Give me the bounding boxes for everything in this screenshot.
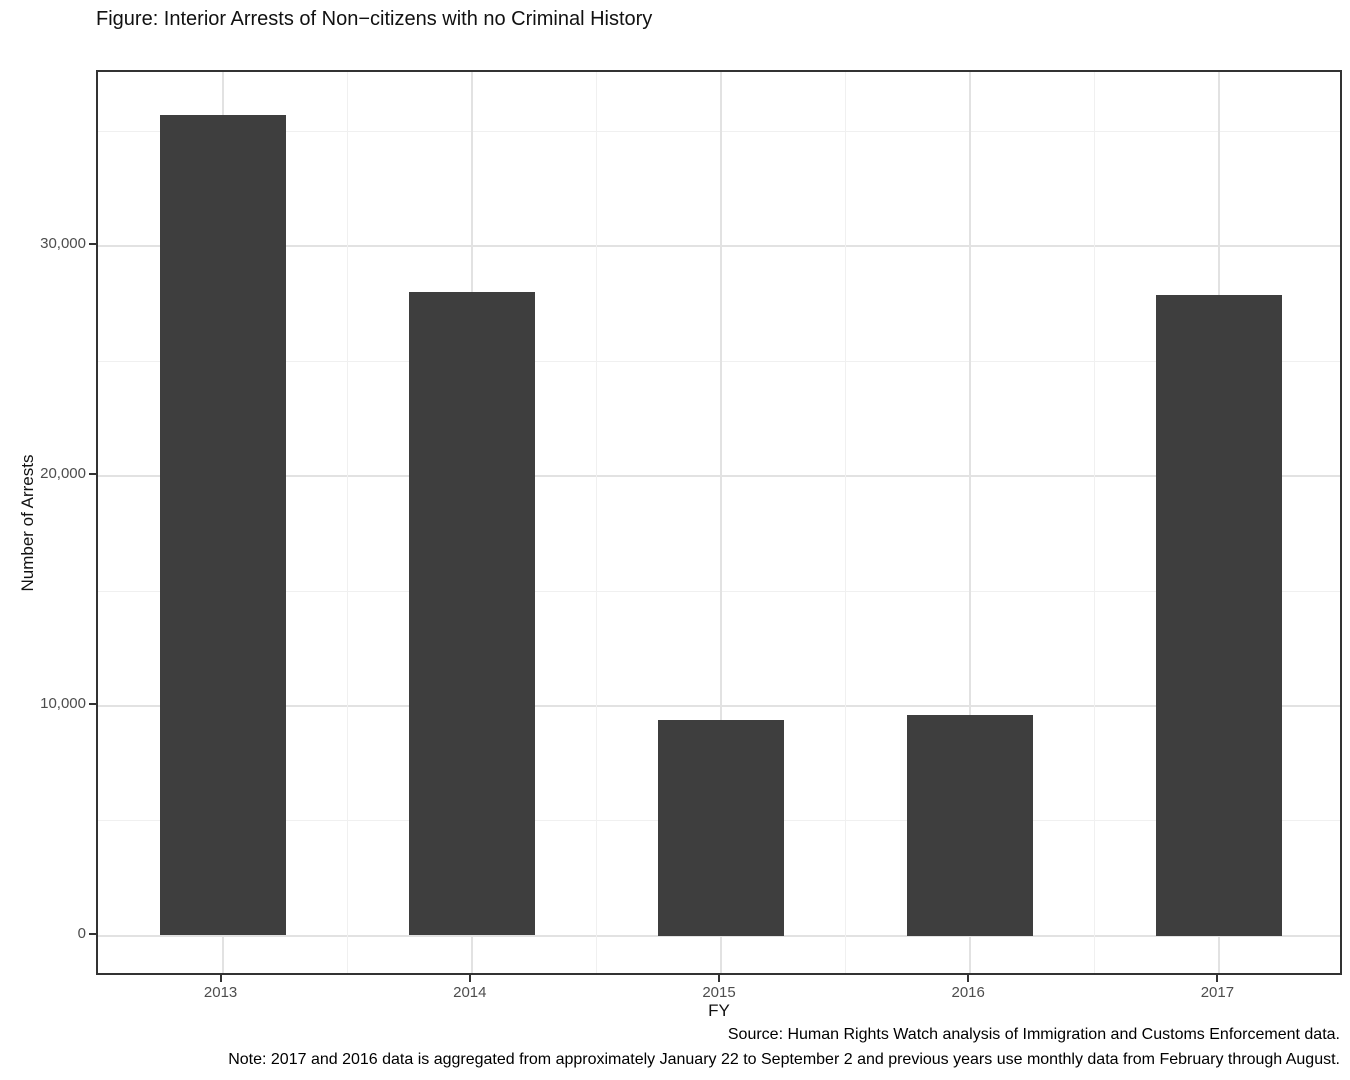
bar-2013 [160, 115, 286, 935]
y-tick-label: 20,000 [40, 465, 86, 483]
x-tick-mark [219, 975, 222, 982]
x-tick-label-2017: 2017 [1200, 984, 1235, 1001]
x-axis-title: FY [708, 1001, 730, 1020]
bar-2016 [907, 715, 1033, 936]
gridline-major-horizontal [98, 705, 1340, 708]
bar-2014 [409, 292, 535, 935]
x-tick-label-2016: 2016 [951, 984, 985, 1001]
bar-2017 [1156, 295, 1282, 936]
gridline-minor-vertical [595, 72, 597, 973]
y-axis-title: Number of Arrests [18, 454, 37, 592]
x-tick-mark [468, 975, 471, 982]
y-tick-mark [89, 703, 96, 706]
y-tick-label: 0 [77, 924, 86, 942]
gridline-major-horizontal [98, 475, 1340, 478]
plot-panel [96, 70, 1342, 975]
gridline-minor-horizontal [98, 590, 1340, 592]
gridline-minor-vertical [1094, 72, 1096, 973]
gridline-major-vertical [969, 72, 972, 973]
x-tick-label-2013: 2013 [203, 984, 238, 1001]
x-tick-label-2015: 2015 [702, 984, 736, 1001]
gridline-minor-horizontal [98, 360, 1340, 362]
gridline-minor-vertical [346, 72, 348, 973]
gridline-major-vertical [720, 72, 722, 973]
x-tick-mark [967, 975, 970, 982]
x-tick-mark [1216, 975, 1219, 982]
x-tick-label-2014: 2014 [453, 984, 487, 1001]
y-tick-label: 30,000 [40, 235, 86, 253]
source-text: Source: Human Rights Watch analysis of I… [727, 1026, 1340, 1043]
note-text: Note: 2017 and 2016 data is aggregated f… [228, 1051, 1340, 1068]
caption-block: Source: Human Rights Watch analysis of I… [10, 1022, 1340, 1072]
y-tick-mark [89, 932, 96, 935]
y-tick-mark [89, 473, 96, 476]
bar-2015 [658, 720, 784, 936]
gridline-major-horizontal [98, 245, 1340, 248]
gridline-minor-horizontal [98, 131, 1340, 133]
chart-title: Figure: Interior Arrests of Non−citizens… [96, 8, 653, 30]
gridline-minor-vertical [845, 72, 847, 973]
x-tick-mark [718, 975, 720, 982]
y-tick-mark [89, 243, 96, 246]
y-tick-label: 10,000 [40, 695, 86, 713]
